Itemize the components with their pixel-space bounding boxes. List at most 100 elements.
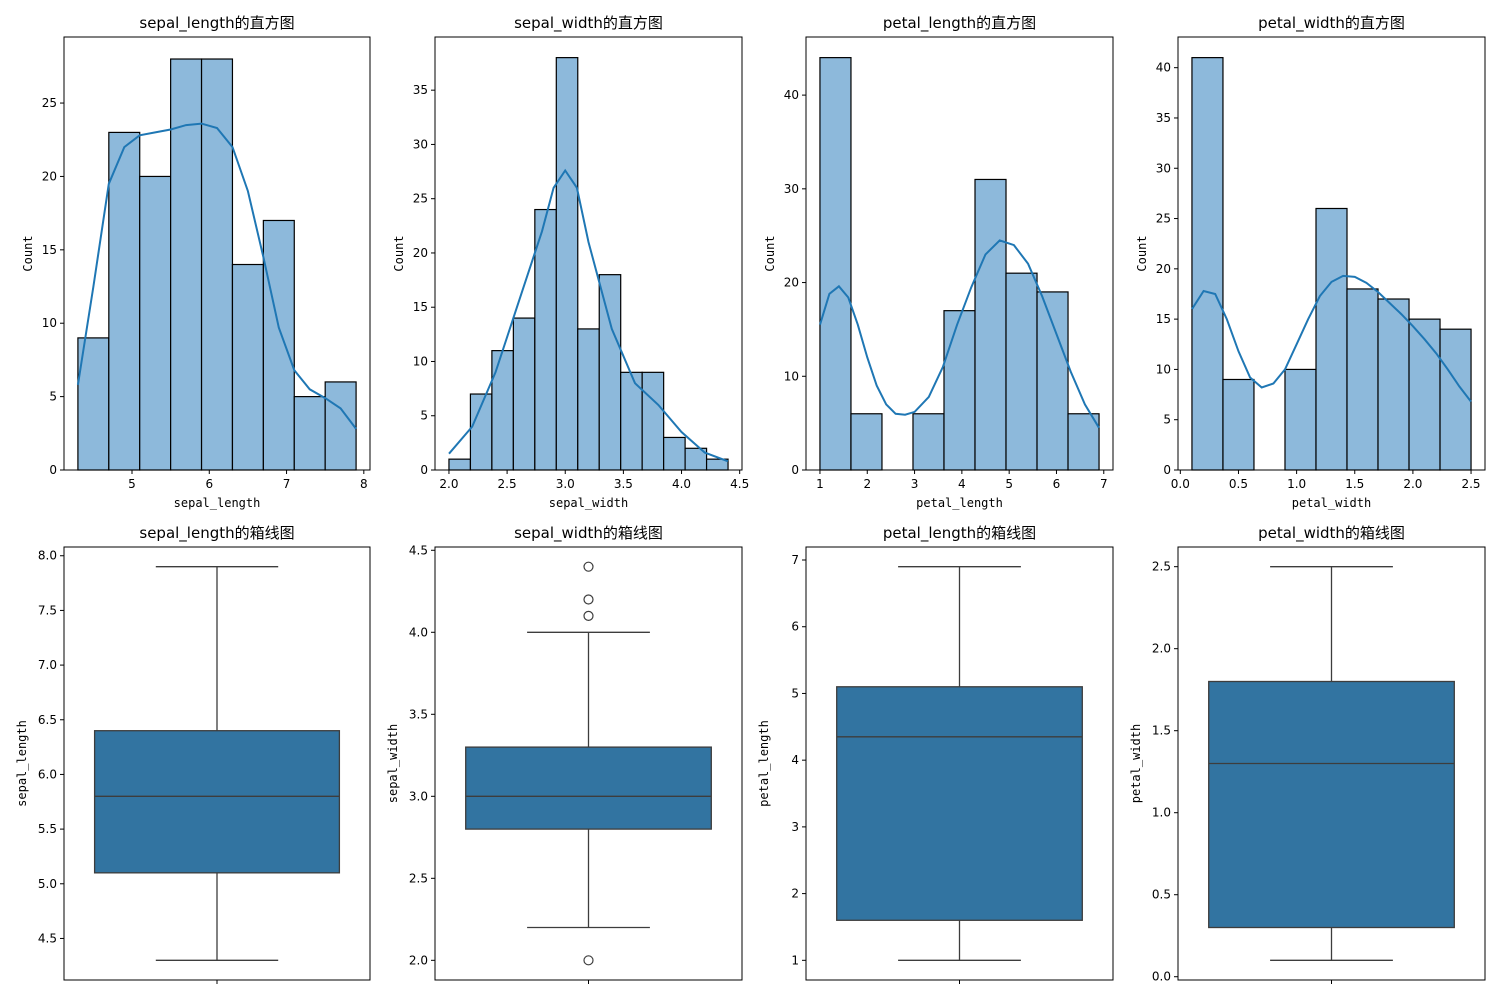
y-tick-label: 40	[784, 88, 799, 102]
histogram-bar	[170, 58, 203, 471]
x-tick-label: 0.0	[1171, 477, 1190, 491]
histogram-bar	[555, 57, 579, 471]
y-tick-label: 7.0	[38, 658, 57, 672]
chart-title: sepal_length的箱线图	[139, 524, 294, 543]
histogram-bar	[641, 371, 665, 471]
chart-panel-petal-width-histogram: petal_width的直方图 0.0 0.5 1.0 1.5 2.0 2.5 petal_w…	[1135, 14, 1486, 510]
axes-frame	[434, 36, 743, 471]
axes-frame	[63, 36, 371, 471]
histogram-bar	[293, 396, 326, 471]
axes-frame	[63, 546, 371, 981]
kde-line	[1191, 274, 1472, 403]
y-axis-label: Count	[392, 235, 406, 271]
y-tick-label: 4.5	[38, 931, 57, 945]
histogram-bar	[491, 350, 514, 471]
y-tick-label: 7	[791, 553, 799, 567]
y-tick-label: 0.5	[1152, 888, 1171, 902]
y-tick-label: 5	[420, 409, 428, 423]
histogram-bar	[1222, 378, 1255, 471]
chart-title: sepal_width的箱线图	[514, 524, 663, 543]
histogram-bar	[974, 178, 1007, 471]
axes-frame	[434, 546, 743, 981]
y-tick-label: 7.5	[38, 603, 57, 617]
y-tick-label: 20	[413, 246, 428, 260]
histogram-bar	[108, 131, 141, 471]
y-tick-label: 5.0	[38, 877, 57, 891]
y-tick-label: 4	[791, 753, 799, 767]
histogram-bar	[200, 58, 234, 471]
histogram-bar	[1315, 207, 1348, 471]
histogram-bar	[1005, 272, 1038, 471]
x-tick-label: 5	[128, 477, 136, 491]
histogram-bar	[534, 208, 557, 471]
y-axis-label: petal_width	[1129, 724, 1143, 803]
kde-line	[76, 122, 357, 430]
histogram-bar	[262, 219, 295, 471]
y-tick-label: 1.5	[1152, 724, 1171, 738]
x-tick-label: 7	[283, 477, 291, 491]
y-tick-label: 5	[1163, 413, 1171, 427]
y-tick-label: 8.0	[38, 549, 57, 563]
x-tick-label: 1	[816, 477, 824, 491]
kde-line	[819, 239, 1100, 429]
y-axis-label: Count	[21, 235, 35, 271]
y-tick-label: 2.5	[1152, 560, 1171, 574]
outlier-point	[583, 561, 594, 572]
y-tick-label: 6.0	[38, 767, 57, 781]
chart-title: sepal_length的直方图	[139, 14, 294, 33]
y-tick-label: 30	[1156, 161, 1171, 175]
histogram-bar	[448, 458, 472, 471]
y-tick-label: 30	[413, 137, 428, 151]
chart-title: petal_length的箱线图	[883, 524, 1036, 543]
y-tick-label: 3.0	[409, 789, 428, 803]
y-tick-label: 10	[784, 369, 799, 383]
histogram-bar	[577, 328, 600, 471]
iqr-box	[1208, 680, 1455, 929]
histogram-bar	[1284, 368, 1317, 471]
x-tick-label: 2.0	[439, 477, 458, 491]
y-tick-label: 0.0	[1152, 970, 1171, 984]
chart-title: sepal_width的直方图	[514, 14, 663, 33]
histogram-bar	[1346, 288, 1379, 471]
x-tick-label: 3	[911, 477, 919, 491]
y-tick-label: 2.5	[409, 871, 428, 885]
y-tick-label: 25	[1156, 212, 1171, 226]
y-tick-label: 25	[42, 96, 57, 110]
histogram-bar	[231, 263, 264, 471]
outlier-point	[583, 594, 594, 605]
y-tick-label: 35	[1156, 111, 1171, 125]
y-tick-label: 4.0	[409, 625, 428, 639]
y-axis-label: petal_length	[757, 720, 771, 807]
y-tick-label: 0	[49, 463, 57, 477]
y-tick-label: 6	[791, 620, 799, 634]
x-tick-label: 5	[1005, 477, 1013, 491]
chart-panel-sepal-width-boxplot: sepal_width的箱线图 2.0 2.5 3.0 3.5 4.0 4.5 sepal_w…	[386, 524, 743, 984]
x-tick-label: 8	[360, 477, 368, 491]
y-tick-label: 10	[42, 316, 57, 330]
histogram-bar	[1036, 291, 1069, 471]
y-tick-label: 20	[1156, 262, 1171, 276]
y-axis-label: Count	[763, 235, 777, 271]
histogram-bar	[1191, 57, 1224, 471]
y-tick-label: 2.0	[409, 953, 428, 967]
y-tick-label: 15	[413, 300, 428, 314]
x-tick-label: 3.5	[614, 477, 633, 491]
x-tick-label: 0.5	[1229, 477, 1248, 491]
x-tick-label: 3.0	[556, 477, 575, 491]
axes-frame	[1177, 546, 1486, 981]
chart-panel-sepal-length-histogram: sepal_length的直方图 5 6 7 8 sepal_length 0 5 10 15 20…	[21, 14, 371, 510]
x-tick-label: 2	[863, 477, 871, 491]
y-tick-label: 0	[1163, 463, 1171, 477]
x-axis-label: sepal_length	[174, 496, 261, 510]
y-tick-label: 3	[791, 820, 799, 834]
iqr-box	[93, 730, 341, 874]
y-tick-label: 2	[791, 887, 799, 901]
x-tick-label: 4	[958, 477, 966, 491]
y-tick-label: 25	[413, 192, 428, 206]
axes-frame	[1177, 36, 1486, 471]
histogram-bar	[512, 317, 536, 471]
axes-frame	[805, 36, 1114, 471]
histogram-bar	[819, 57, 852, 471]
y-tick-label: 5.5	[38, 822, 57, 836]
